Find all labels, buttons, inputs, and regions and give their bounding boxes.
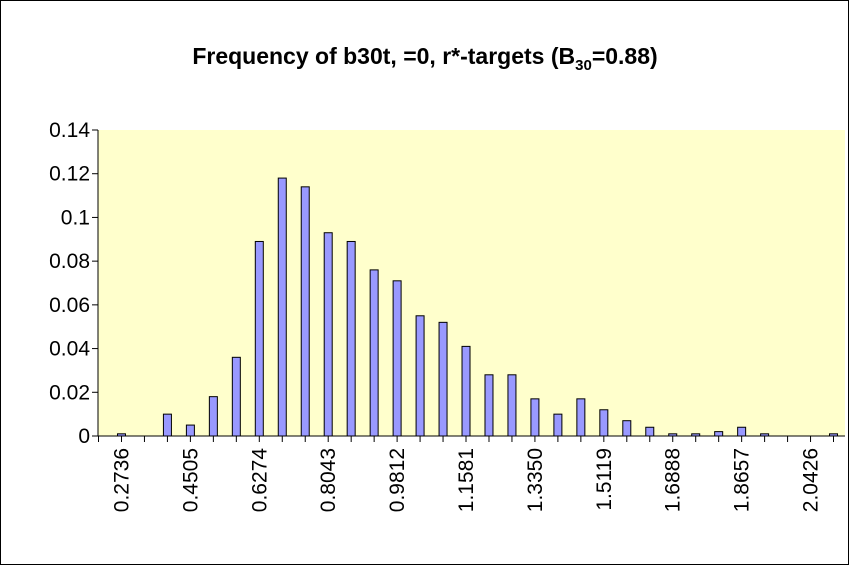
bar <box>369 269 379 437</box>
bar <box>461 345 471 437</box>
title-subscript: 30 <box>575 57 592 74</box>
bar <box>622 420 632 437</box>
bar <box>576 398 586 437</box>
bar <box>507 374 517 437</box>
x-tick-label: 0.4505 <box>179 448 202 512</box>
bar <box>162 413 172 437</box>
x-tick-label: 0.9812 <box>386 448 409 512</box>
x-tick-label: 0.6274 <box>248 448 271 513</box>
bar <box>553 413 563 437</box>
y-tick-label: 0.04 <box>49 338 90 361</box>
x-tick-label: 2.0426 <box>800 448 823 512</box>
title-text: =0.88) <box>592 43 658 69</box>
y-tick-label: 0 <box>78 425 90 448</box>
x-tick-label: 0.2736 <box>110 448 133 512</box>
y-tick-label: 0.1 <box>61 206 90 229</box>
bar <box>185 424 195 437</box>
bar <box>760 433 770 437</box>
bar <box>645 426 655 437</box>
y-tick-label: 0.14 <box>49 119 90 142</box>
x-tick-label: 1.1581 <box>455 448 478 512</box>
bar <box>277 177 287 437</box>
y-tick-label: 0.12 <box>49 163 90 186</box>
y-tick-label: 0.02 <box>49 381 90 404</box>
x-tick-label: 1.6888 <box>662 448 685 512</box>
bar <box>254 240 264 437</box>
chart-title: Frequency of b30t, =0, r*-targets (B30=0… <box>192 43 657 74</box>
bar <box>829 433 839 437</box>
bar <box>346 240 356 437</box>
plot-area <box>98 130 845 436</box>
bar <box>714 431 724 437</box>
x-tick-label: 1.5119 <box>593 448 616 511</box>
y-tick-label: 0.06 <box>49 294 90 317</box>
title-text: Frequency of b30t, =0, r*-targets (B <box>192 43 575 69</box>
bar <box>691 433 701 437</box>
bar <box>737 426 747 437</box>
bar <box>668 433 678 437</box>
bar <box>415 315 425 437</box>
bar <box>231 356 241 437</box>
y-tick-label: 0.08 <box>49 250 90 273</box>
x-tick-label: 1.3350 <box>524 448 547 512</box>
x-tick-label: 0.8043 <box>317 448 340 512</box>
bar <box>208 396 218 437</box>
bar <box>438 321 448 437</box>
bar <box>599 409 609 437</box>
x-tick-label: 1.8657 <box>731 448 754 512</box>
bar <box>530 398 540 437</box>
bar <box>392 280 402 437</box>
bar <box>484 374 494 437</box>
bar <box>300 186 310 437</box>
bar <box>323 232 333 437</box>
bar <box>116 433 126 437</box>
